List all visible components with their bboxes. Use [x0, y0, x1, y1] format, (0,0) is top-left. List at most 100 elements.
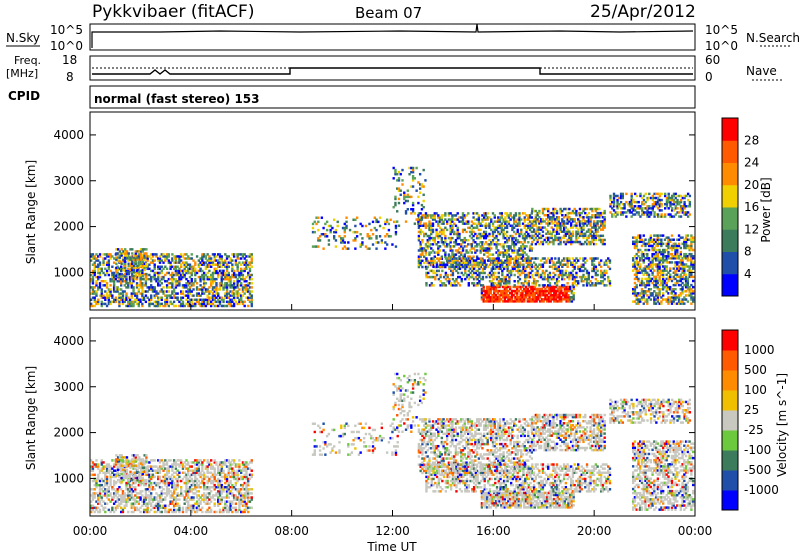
- data-cell: [119, 265, 123, 269]
- data-cell: [247, 271, 250, 275]
- data-cell: [465, 238, 468, 242]
- data-cell: [492, 282, 495, 285]
- data-cell: [521, 289, 524, 293]
- data-cell: [107, 302, 111, 306]
- data-cell: [681, 292, 684, 295]
- data-cell: [674, 257, 677, 260]
- data-cell: [651, 207, 655, 210]
- data-cell: [543, 238, 546, 242]
- data-cell: [594, 273, 598, 277]
- data-cell: [95, 463, 98, 466]
- data-cell: [494, 298, 498, 301]
- data-cell: [245, 288, 248, 291]
- data-cell: [656, 242, 660, 246]
- data-cell: [663, 250, 667, 254]
- data-cell: [505, 245, 509, 248]
- data-cell: [528, 228, 532, 232]
- data-cell: [160, 259, 163, 262]
- data-cell: [683, 257, 686, 260]
- data-cell: [394, 220, 398, 224]
- data-cell: [497, 267, 500, 271]
- data-cell: [688, 275, 691, 279]
- data-cell: [472, 226, 475, 230]
- data-cell: [601, 282, 605, 285]
- data-cell: [247, 298, 250, 302]
- data-cell: [232, 284, 236, 287]
- data-cell: [580, 269, 583, 273]
- data-cell: [566, 232, 569, 236]
- data-cell: [225, 290, 229, 293]
- nsky-panel: N.Sky 10^5 10^0 10^5 10^0 N.Search: [6, 23, 800, 53]
- data-cell: [477, 218, 481, 221]
- data-cell: [118, 260, 122, 263]
- data-cell: [453, 282, 456, 285]
- data-cell: [176, 265, 179, 269]
- data-cell: [132, 256, 136, 259]
- data-cell: [124, 260, 127, 263]
- data-cell: [451, 245, 454, 248]
- data-cell: [151, 253, 155, 256]
- data-cell: [547, 287, 551, 291]
- data-cell: [227, 261, 231, 264]
- data-cell: [146, 273, 149, 277]
- data-cell: [475, 243, 479, 246]
- data-cell: [494, 275, 497, 279]
- data-cell: [691, 238, 695, 241]
- data-cell: [612, 194, 616, 198]
- data-cell: [592, 269, 596, 273]
- data-cell: [686, 234, 690, 237]
- data-cell: [467, 212, 470, 215]
- data-cell: [131, 264, 134, 268]
- data-cell: [561, 222, 564, 225]
- data-cell: [531, 257, 534, 260]
- data-cell: [167, 253, 171, 256]
- data-cell: [137, 253, 141, 256]
- data-cell: [679, 288, 682, 291]
- data-cell: [454, 249, 458, 252]
- data-cell: [519, 293, 522, 297]
- data-cell: [646, 271, 649, 274]
- data-cell: [558, 287, 561, 291]
- data-cell: [456, 226, 459, 230]
- data-cell: [591, 240, 594, 244]
- data-cell: [519, 287, 522, 291]
- data-cell: [507, 296, 510, 299]
- data-cell: [248, 269, 252, 273]
- data-cell: [455, 279, 458, 283]
- data-cell: [512, 289, 515, 293]
- data-cell: [548, 232, 552, 236]
- data-cell: [143, 254, 146, 257]
- data-cell: [488, 243, 491, 246]
- data-cell: [524, 257, 527, 260]
- data-cell: [114, 300, 118, 304]
- data-cell: [647, 267, 651, 270]
- data-cell: [394, 197, 397, 201]
- data-cell: [587, 271, 590, 275]
- data-cell: [566, 238, 569, 242]
- data-cell: [519, 300, 522, 303]
- data-cell: [663, 202, 667, 206]
- data-cell: [658, 198, 662, 202]
- data-cell: [482, 300, 485, 303]
- data-cell: [131, 252, 134, 255]
- data-cell: [578, 207, 582, 211]
- data-cell: [394, 203, 397, 207]
- data-cell: [116, 266, 120, 270]
- data-cell: [690, 238, 693, 241]
- data-cell: [158, 296, 162, 299]
- data-cell: [206, 302, 209, 306]
- data-cell: [534, 257, 538, 260]
- data-cell: [422, 224, 425, 227]
- data-cell: [183, 265, 186, 269]
- data-cell: [539, 234, 543, 238]
- data-cell: [572, 296, 575, 299]
- data-cell: [174, 304, 178, 308]
- data-cell: [599, 240, 603, 244]
- data-cell: [100, 496, 103, 499]
- data-cell: [518, 241, 521, 244]
- data-cell: [512, 241, 516, 244]
- data-cell: [578, 226, 582, 229]
- data-cell: [511, 241, 514, 244]
- data-cell: [519, 291, 522, 295]
- data-cell: [250, 282, 253, 285]
